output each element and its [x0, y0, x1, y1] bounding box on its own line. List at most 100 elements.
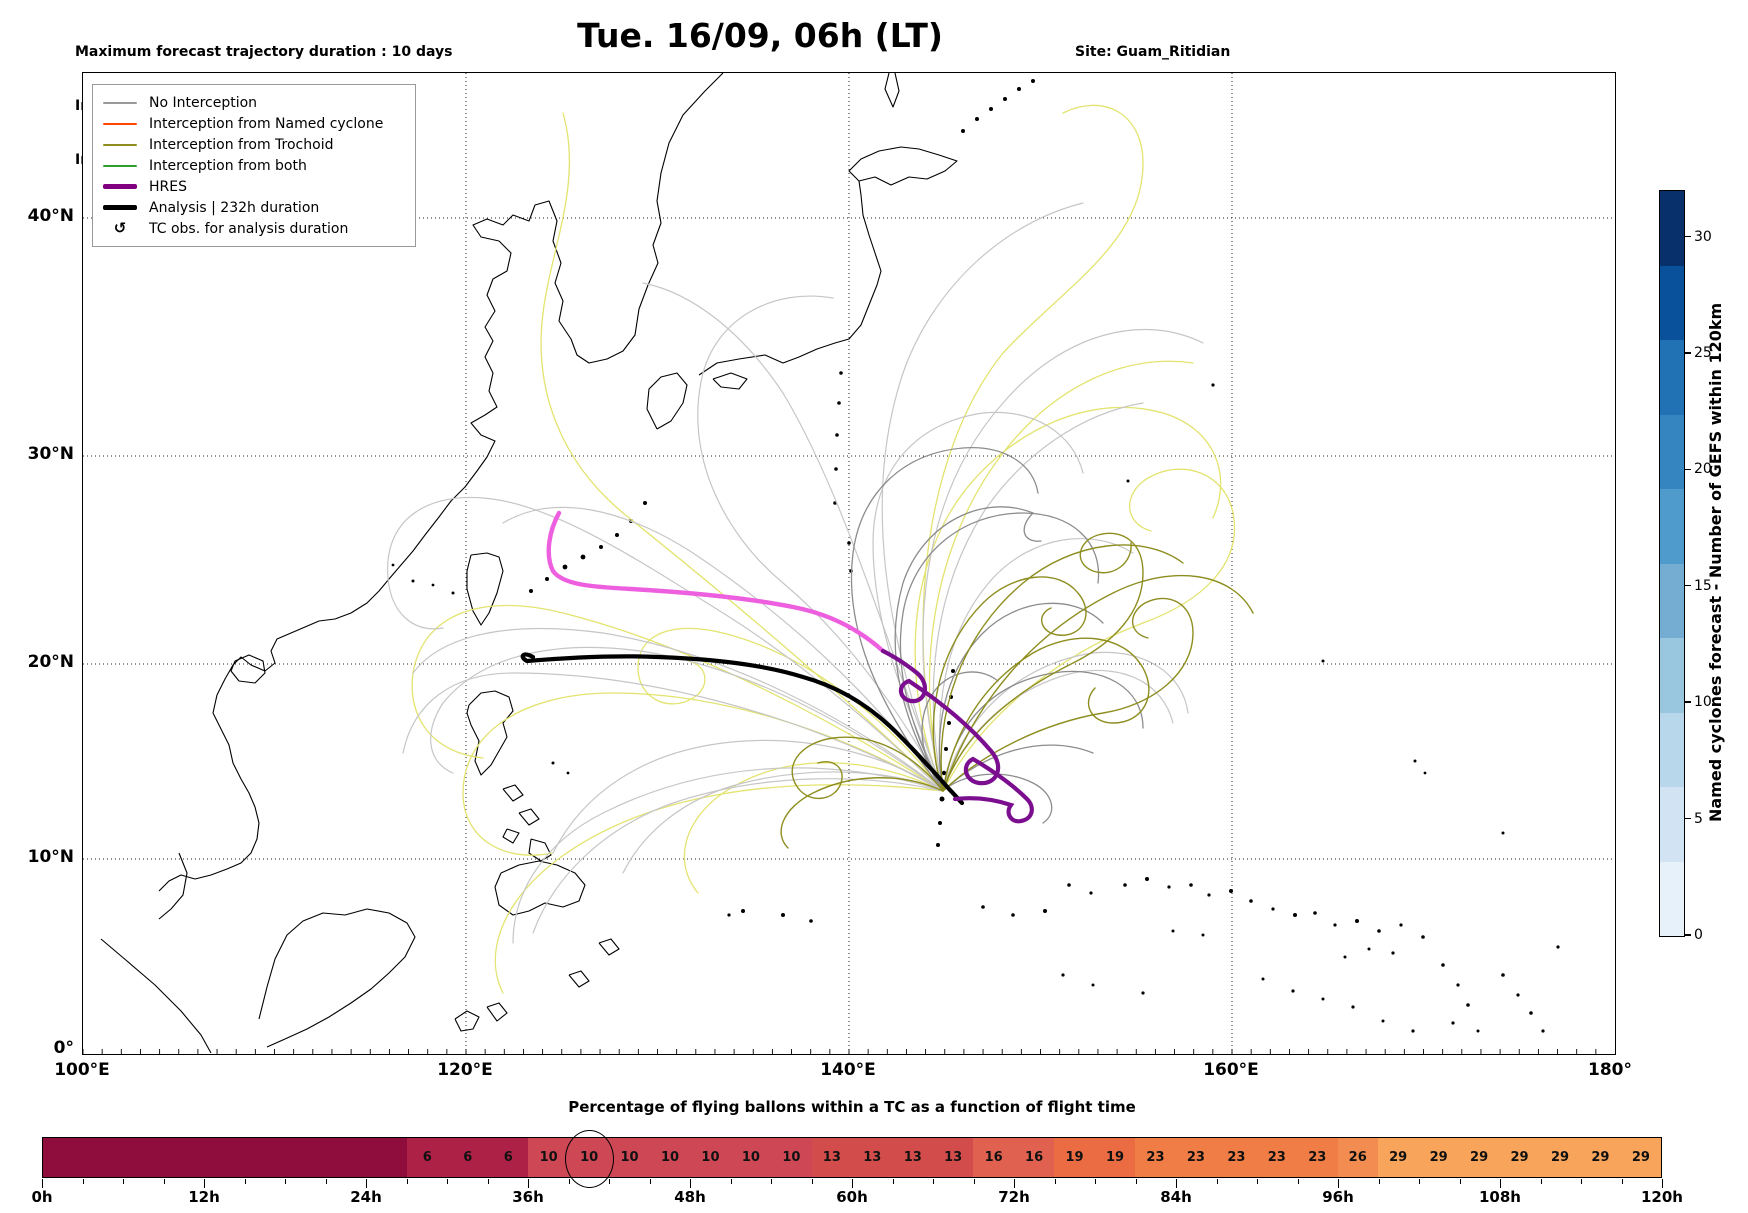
flight-time-tick	[447, 1179, 449, 1184]
coastline-path	[848, 146, 958, 186]
legend-item-analysis: Analysis | 232h duration	[103, 197, 405, 218]
y-tick-label: 40°N	[27, 206, 74, 226]
flight-time-tick	[568, 1179, 570, 1184]
flight-time-tick	[406, 1179, 408, 1184]
flight-time-label: 96h	[1322, 1188, 1354, 1206]
flight-time-tick	[649, 1179, 651, 1184]
flight-time-tick	[1135, 1179, 1137, 1184]
legend-item-tc-obs: ↺ TC obs. for analysis duration	[103, 218, 405, 239]
trajectory-yellow	[928, 360, 1194, 792]
percentage-bar-title: Percentage of flying ballons within a TC…	[568, 1098, 1136, 1116]
colorbar-tick	[1685, 701, 1691, 703]
flight-time-tick	[1662, 1179, 1664, 1188]
colorbar-step	[1660, 861, 1684, 936]
colorbar-tick-label: 0	[1694, 927, 1703, 943]
trajectory-gray-light	[938, 537, 1134, 792]
trajectory-yellow	[540, 112, 944, 792]
legend-label: Interception from both	[149, 157, 307, 174]
colorbar-tick	[1685, 468, 1691, 471]
trajectory-olive	[942, 597, 1194, 792]
legend-item-both: Interception from both	[103, 155, 405, 176]
flight-time-tick	[163, 1179, 165, 1184]
trajectory-hres-magenta	[546, 510, 886, 654]
coastline-path	[158, 852, 188, 920]
coastline-path	[466, 552, 504, 626]
flight-time-tick	[42, 1179, 44, 1188]
percentage-cell: 29	[1377, 1138, 1419, 1177]
circled-cell-marker	[565, 1129, 615, 1188]
percentage-cell	[123, 1138, 165, 1177]
flight-time-tick	[244, 1179, 246, 1184]
coastlines	[100, 73, 958, 1054]
percentage-cell: 10	[730, 1138, 772, 1177]
purple-line-swatch	[103, 184, 137, 189]
percentage-cell: 6	[407, 1138, 448, 1177]
flight-time-tick	[528, 1179, 530, 1188]
x-tick-label: 120°E	[437, 1060, 493, 1080]
trajectory-olive	[932, 576, 1087, 792]
colorbar-tick-label: 25	[1694, 344, 1712, 361]
trajectory-gray-light	[502, 506, 944, 792]
flight-time-tick	[1378, 1179, 1380, 1184]
colorbar-tick	[1685, 585, 1691, 587]
percentage-cell: 10	[771, 1138, 812, 1177]
colorbar-tick	[1685, 934, 1691, 936]
flight-time-tick	[487, 1179, 489, 1184]
flight-time-tick	[1014, 1179, 1016, 1188]
trajectory-yellow	[942, 468, 1236, 792]
legend-label: No Interception	[149, 94, 258, 111]
trajectory-gray-light	[387, 496, 944, 792]
percentage-cell: 29	[1580, 1138, 1621, 1177]
trajectory-gray-light	[642, 282, 944, 792]
percentage-cell: 23	[1297, 1138, 1338, 1177]
percentage-cell: 10	[649, 1138, 691, 1177]
percentage-cell	[245, 1138, 286, 1177]
percentage-cell: 23	[1175, 1138, 1217, 1177]
percentage-bar: 6 6 6 10 10 10 10 10 10 10 13 13 13 13 16 16 19 19 23 23 23 2…	[42, 1137, 1662, 1178]
percentage-cell	[43, 1138, 84, 1177]
flight-time-tick	[285, 1179, 287, 1184]
flight-time-tick	[609, 1179, 611, 1184]
percentage-cell: 13	[811, 1138, 853, 1177]
coastline-path	[712, 372, 748, 390]
legend-item-no-interception: No Interception	[103, 92, 405, 113]
percentage-cell: 6	[447, 1138, 488, 1177]
flight-time-label: 72h	[998, 1188, 1030, 1206]
coastline-path	[646, 372, 688, 430]
colorbar-step	[1660, 638, 1684, 713]
trajectory-gray-dark	[942, 773, 1053, 824]
map-plot-area	[82, 72, 1616, 1055]
flight-time-tick	[811, 1179, 813, 1184]
flight-time-tick	[1338, 1179, 1340, 1188]
legend-label: TC obs. for analysis duration	[149, 220, 349, 237]
trajectory-olive	[940, 544, 1184, 792]
trajectories	[387, 104, 1254, 994]
percentage-cell: 19	[1054, 1138, 1095, 1177]
trajectory-gray-light	[622, 771, 944, 874]
trajectory-gray-light	[430, 646, 944, 792]
trajectory-olive	[780, 777, 944, 849]
flight-time-label: 0h	[31, 1188, 53, 1206]
coastline-path	[884, 73, 900, 108]
percentage-cell: 29	[1620, 1138, 1662, 1177]
percentage-cell: 13	[892, 1138, 933, 1177]
trajectory-gray-light	[942, 669, 1174, 792]
flight-time-tick	[325, 1179, 327, 1184]
percentage-cell: 29	[1458, 1138, 1500, 1177]
orangered-line-swatch	[103, 122, 137, 125]
green-line-swatch	[103, 164, 137, 167]
legend-item-hres: HRES	[103, 176, 405, 197]
map-axis-ticks	[83, 1049, 1597, 1054]
colorbar-tick	[1685, 817, 1691, 820]
flight-time-tick	[1500, 1179, 1502, 1188]
colorbar-step	[1660, 489, 1684, 564]
colorbar-tick	[1685, 352, 1691, 354]
max-duration-line: Maximum forecast trajectory duration : 1…	[75, 44, 453, 60]
colorbar-step	[1660, 712, 1684, 787]
colorbar-tick-label: 15	[1694, 577, 1712, 594]
colorbar-step	[1660, 414, 1684, 489]
flight-time-tick	[1095, 1179, 1097, 1184]
percentage-cell: 26	[1337, 1138, 1378, 1177]
flight-time-tick	[690, 1179, 692, 1188]
y-tick-label: 0°	[53, 1038, 74, 1058]
